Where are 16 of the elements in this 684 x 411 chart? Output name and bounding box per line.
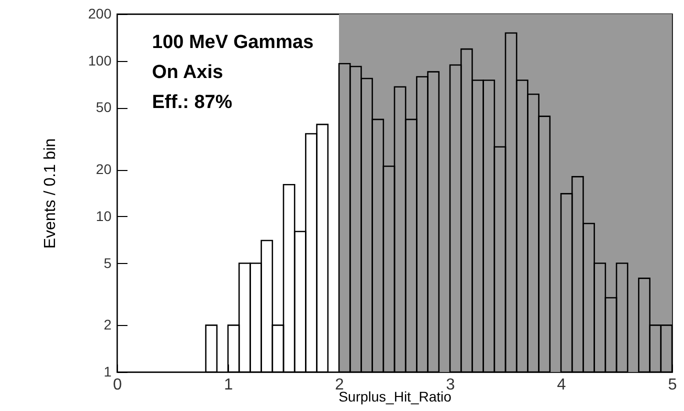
y-tick-label: 5	[104, 254, 112, 271]
y-tick-label: 1	[104, 364, 112, 380]
y-tick-label: 2	[104, 316, 112, 333]
x-tick-label: 0	[113, 376, 122, 394]
y-tick-label: 100	[88, 52, 112, 68]
y-tick-label: 20	[96, 161, 112, 178]
x-tick-label: 1	[224, 376, 234, 394]
annotation: 100 MeV Gammas	[152, 32, 314, 53]
y-tick-label: 200	[88, 6, 112, 22]
annotation: On Axis	[152, 62, 224, 83]
y-axis-title: Events / 0.1 bin	[42, 138, 60, 249]
y-tick-label: 10	[96, 208, 112, 224]
annotation: Eff.: 87%	[152, 92, 232, 113]
x-tick-label: 4	[557, 376, 566, 394]
y-tick-label: 50	[96, 99, 112, 116]
x-tick-label: 5	[668, 376, 678, 394]
